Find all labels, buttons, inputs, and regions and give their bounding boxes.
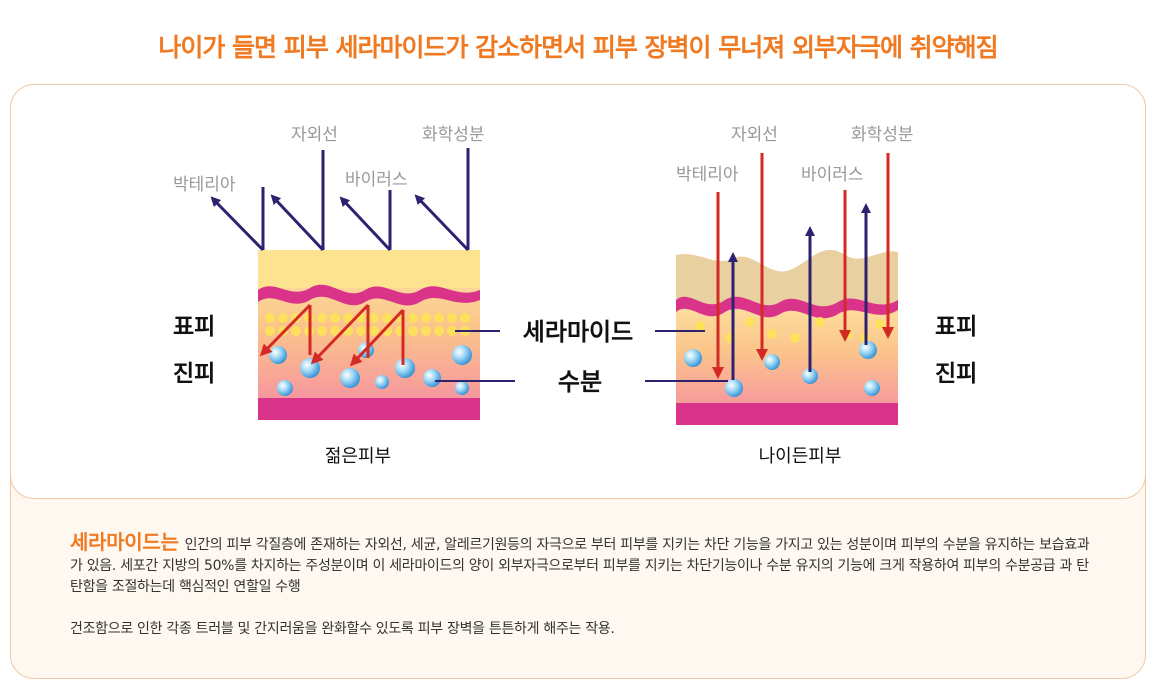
threat-label-uv-young: 자외선: [291, 125, 338, 145]
description-paragraph-2: 건조함으로 인한 각종 트러블 및 간지러움을 완화할수 있도록 피부 장벽을 …: [70, 621, 615, 637]
penetrating-arrows-aged: [712, 153, 894, 379]
threat-label-bacteria-aged: 박테리아: [676, 165, 739, 185]
young-skin-block: [210, 148, 480, 420]
moisture-label: 수분: [558, 368, 602, 396]
epidermis-label-left: 표피: [173, 314, 215, 340]
moisture-bubbles-aged: [684, 341, 880, 397]
blocked-arrows-aged: [728, 203, 871, 380]
threat-label-virus-aged: 바이러스: [801, 165, 864, 185]
ceramide-term: 세라마이드는: [70, 530, 179, 554]
internal-arrows-young: [259, 303, 405, 367]
aged-skin-block: [676, 153, 898, 425]
threat-label-virus-young: 바이러스: [345, 170, 408, 190]
epidermis-label-right: 표피: [935, 314, 977, 340]
threat-label-uv-aged: 자외선: [731, 125, 778, 145]
blocked-arrows-young: [210, 148, 470, 252]
young-skin-caption: 젊은피부: [325, 446, 391, 467]
dermis-label-left: 진피: [173, 361, 215, 387]
ceramide-layer-aged: [695, 317, 885, 343]
threat-label-chemical-aged: 화학성분: [851, 125, 914, 145]
dermis-label-right: 진피: [935, 361, 977, 387]
ceramide-label: 세라마이드: [523, 318, 633, 346]
description-text-1: 인간의 피부 각질층에 존재하는 자외선, 세균, 알레르기원등의 자극으로 부…: [70, 537, 1090, 595]
skin-comparison-diagram: 박테리아 자외선 바이러스 화학성분 박테리아 자외선 바이러스 화학성분 표피…: [173, 125, 977, 467]
ceramide-description: 세라마이드는 인간의 피부 각질층에 존재하는 자외선, 세균, 알레르기원등의 …: [70, 532, 1100, 640]
page-headline: 나이가 들면 피부 세라마이드가 감소하면서 피부 장벽이 무너져 외부자극에 …: [158, 33, 998, 62]
aged-skin-caption: 나이든피부: [759, 446, 842, 467]
label-connectors: [435, 330, 728, 382]
threat-label-chemical-young: 화학성분: [422, 125, 485, 145]
description-paragraph-1: 세라마이드는 인간의 피부 각질층에 존재하는 자외선, 세균, 알레르기원등의 …: [70, 532, 1100, 598]
threat-label-bacteria-young: 박테리아: [173, 175, 236, 195]
diagram-panel: [10, 84, 1146, 499]
